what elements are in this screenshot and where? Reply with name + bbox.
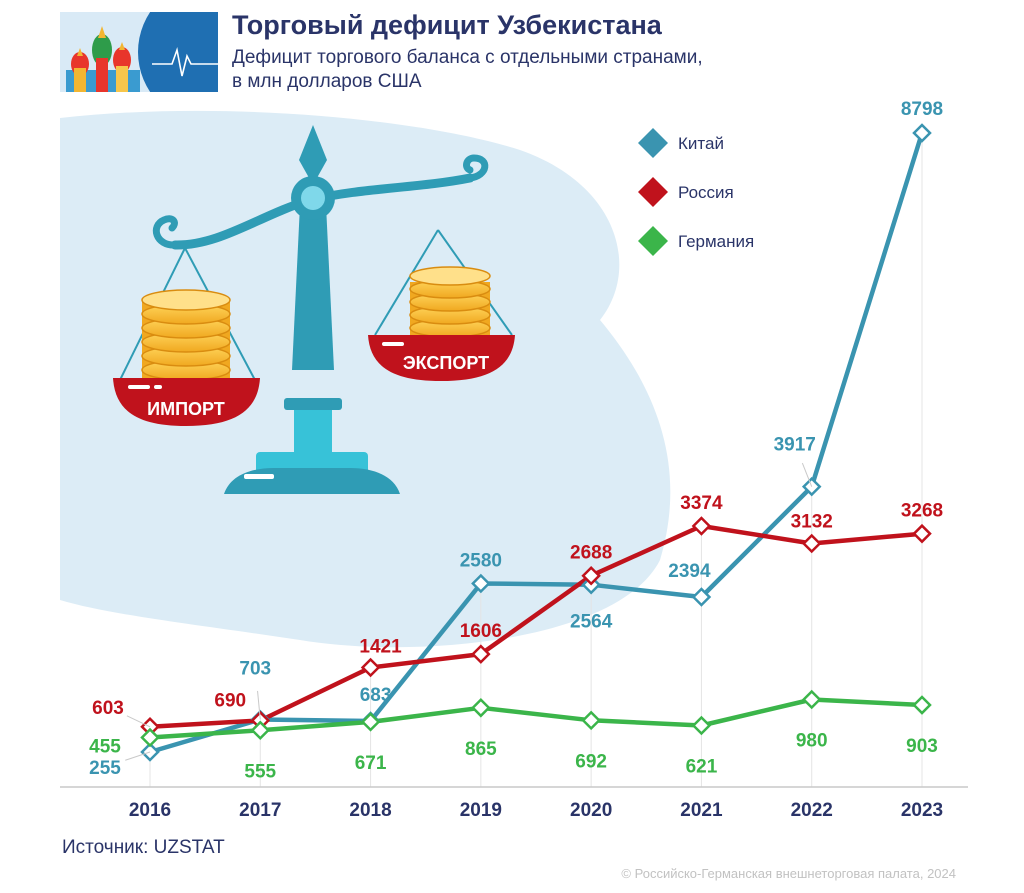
data-label: 865 — [465, 739, 497, 760]
x-tick-label: 2023 — [901, 800, 943, 821]
label-leader — [801, 462, 813, 487]
x-tick-label: 2019 — [460, 800, 502, 821]
legend-label: Россия — [678, 183, 734, 202]
data-label: 1606 — [460, 621, 502, 642]
x-tick-label: 2016 — [129, 800, 171, 821]
data-label: 455 — [89, 737, 121, 758]
data-label: 683 — [360, 685, 392, 706]
x-tick-label: 2022 — [791, 800, 833, 821]
data-label: 3132 — [791, 512, 833, 533]
data-point — [581, 710, 601, 731]
data-point — [471, 573, 491, 594]
data-label: 3374 — [680, 493, 723, 514]
data-label: 3268 — [901, 501, 943, 522]
data-point — [360, 657, 381, 678]
copyright-note: © Российско-Германская внешнеторговая па… — [621, 866, 956, 881]
page-title: Торговый дефицит Узбекистана — [232, 10, 662, 40]
data-label: 703 — [239, 659, 271, 680]
source-note: Источник: UZSTAT — [62, 837, 225, 858]
x-axis-ticks: 2016 2017 2018 2019 2020 2021 2022 2023 — [129, 800, 943, 821]
series-line-2 — [147, 697, 925, 740]
background-blob — [60, 110, 671, 648]
x-tick-label: 2021 — [680, 800, 723, 821]
page-subtitle: Дефицит торгового баланса с отдельными с… — [232, 47, 703, 92]
import-pan — [113, 378, 260, 426]
data-label: 980 — [796, 730, 828, 751]
data-point — [801, 689, 822, 710]
data-label: 692 — [575, 751, 607, 772]
data-point — [912, 123, 932, 143]
series-line-0 — [147, 130, 925, 755]
export-pan — [368, 335, 515, 381]
x-tick-label: 2017 — [239, 800, 281, 821]
data-label: 3917 — [774, 435, 816, 456]
import-label: ИМПОРТ — [147, 399, 225, 419]
x-tick-label: 2018 — [349, 800, 391, 821]
data-label: 621 — [686, 756, 718, 777]
data-point — [691, 516, 712, 536]
legend: Китай Россия Германия — [638, 128, 754, 256]
label-leader — [125, 751, 151, 761]
data-label: 903 — [906, 736, 938, 757]
data-label: 2688 — [570, 543, 612, 564]
header-image — [60, 12, 218, 92]
coin-stack-export — [409, 266, 491, 338]
data-point — [471, 698, 491, 718]
series-lines — [147, 130, 925, 755]
data-point — [691, 587, 712, 607]
x-tick-label: 2020 — [570, 800, 612, 821]
coin-stack-import — [141, 289, 231, 381]
legend-swatch — [638, 177, 668, 207]
series-markers — [140, 123, 932, 762]
data-point — [912, 695, 932, 715]
data-label: 2580 — [460, 551, 502, 572]
export-label: ЭКСПОРТ — [403, 353, 489, 373]
data-label: 255 — [89, 758, 121, 779]
legend-label: Германия — [678, 232, 754, 251]
data-point — [250, 720, 271, 741]
legend-label: Китай — [678, 134, 724, 153]
label-leader — [126, 715, 151, 728]
data-point — [912, 523, 932, 544]
data-label: 690 — [214, 690, 246, 711]
data-label: 2394 — [668, 561, 711, 582]
series-line-1 — [147, 523, 925, 730]
scales-illustration: ИМПОРТ ЭКСПОРТ — [113, 125, 515, 494]
data-label: 1421 — [359, 637, 402, 658]
legend-swatch — [638, 226, 668, 256]
data-label: 8798 — [901, 99, 943, 120]
legend-swatch — [638, 128, 668, 158]
data-label: 555 — [244, 761, 276, 782]
data-labels: 255 703 683 2580 2564 2394 3917 8798 603 690 1421 1… — [89, 99, 943, 782]
data-label: 603 — [92, 698, 124, 719]
data-point — [360, 712, 381, 732]
data-point — [471, 644, 491, 664]
data-point — [691, 715, 712, 736]
data-point — [801, 533, 822, 554]
data-label: 671 — [355, 753, 387, 774]
data-label: 2564 — [570, 612, 613, 633]
data-point — [581, 565, 601, 586]
data-point — [140, 727, 160, 748]
label-leader — [257, 690, 261, 720]
